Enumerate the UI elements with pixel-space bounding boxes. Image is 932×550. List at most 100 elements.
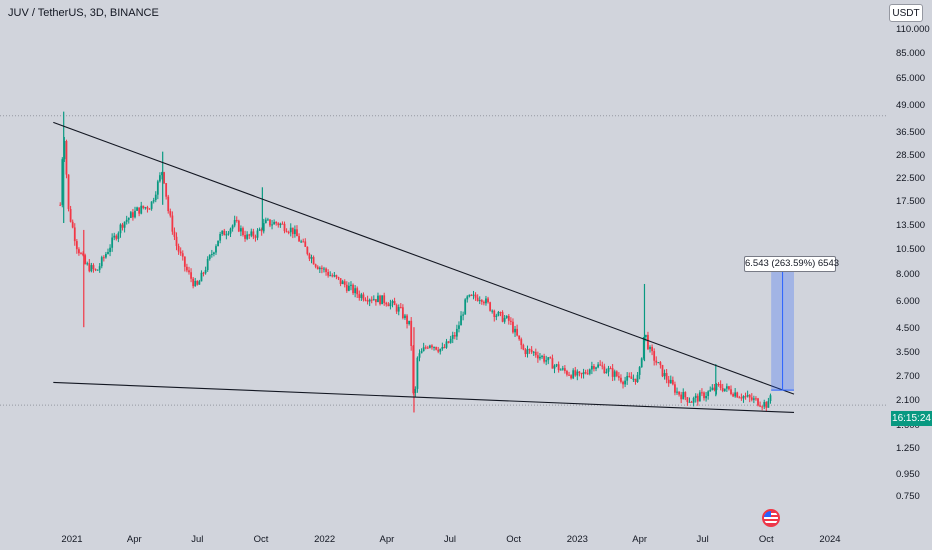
candle-body	[92, 265, 95, 270]
candle-body	[740, 397, 743, 399]
candle-body	[258, 229, 261, 231]
candle-body	[159, 175, 161, 182]
candle-body	[572, 370, 575, 379]
candle-body	[260, 229, 263, 232]
candle-body	[115, 235, 118, 239]
candle-body	[713, 387, 716, 391]
candle-body	[360, 294, 363, 298]
candle-body	[522, 345, 525, 350]
us-flag-icon[interactable]	[762, 509, 780, 527]
candle-body	[489, 302, 492, 311]
candle-body	[277, 223, 280, 226]
candle-body	[318, 267, 321, 270]
candle-body	[225, 234, 228, 236]
candle-body	[757, 398, 759, 406]
candle-body	[129, 212, 132, 218]
candle-body	[512, 321, 514, 333]
candle-body	[71, 221, 74, 228]
candle-body	[204, 270, 207, 274]
candle-body	[487, 298, 489, 303]
candle-body	[649, 346, 651, 350]
candle-body	[219, 233, 222, 241]
candle-body	[352, 284, 354, 294]
candle-body	[586, 373, 589, 375]
candle-body	[88, 263, 91, 272]
candle-body	[213, 252, 215, 255]
symbol-title[interactable]: JUV / TetherUS, 3D, BINANCE	[8, 7, 159, 19]
candle-body	[227, 233, 230, 235]
candle-body	[198, 281, 201, 285]
price-tick-label: 65.000	[896, 73, 926, 85]
candle-body	[638, 367, 641, 375]
trendline	[53, 121, 795, 395]
candle-body	[414, 388, 417, 394]
candle-body	[374, 299, 377, 303]
candle-body	[674, 384, 676, 393]
candle-body	[505, 315, 508, 318]
candle-body	[460, 315, 462, 326]
candle-body	[320, 267, 323, 269]
candle-body	[514, 328, 516, 333]
candle-body	[678, 391, 680, 395]
candle-body	[127, 217, 130, 220]
candle-body	[296, 229, 298, 237]
price-tick-label: 2.700	[896, 371, 920, 383]
candle-body	[561, 368, 564, 370]
candle-body	[237, 220, 240, 232]
currency-button[interactable]: USDT	[889, 4, 923, 22]
candle-body	[90, 265, 93, 272]
candle-body	[466, 296, 469, 300]
candle-body	[503, 317, 506, 322]
candle-body	[593, 365, 595, 369]
candle-body	[755, 398, 757, 400]
candle-body	[458, 325, 460, 329]
candle-body	[200, 272, 203, 282]
candle-body	[269, 219, 271, 226]
candle-body	[105, 253, 107, 258]
candle-body	[181, 253, 184, 257]
candle-body	[516, 328, 519, 336]
candle-body	[707, 391, 710, 396]
candle-body	[686, 397, 689, 402]
time-tick-label: Jul	[696, 534, 709, 545]
candle-body	[765, 402, 768, 408]
candle-body	[688, 401, 691, 403]
candle-body	[509, 320, 512, 322]
candle-body	[366, 300, 369, 302]
candle-body	[520, 339, 523, 346]
candle-body	[539, 356, 541, 359]
price-tick-label: 10.500	[896, 243, 926, 255]
candle-body	[314, 264, 317, 267]
time-tick-label: 2022	[314, 534, 336, 545]
candle-body	[576, 371, 579, 376]
time-tick-label: Oct	[758, 534, 774, 545]
candle-body	[451, 335, 454, 339]
candle-body	[316, 266, 319, 270]
candle-body	[653, 351, 656, 361]
candle-body	[347, 285, 350, 291]
candle-body	[67, 174, 70, 210]
candle-body	[248, 234, 251, 236]
candle-body	[428, 345, 431, 348]
candle-body	[121, 224, 124, 228]
candle-body	[603, 366, 606, 374]
candle-body	[356, 288, 359, 295]
candle-body	[524, 349, 527, 355]
candle-body	[615, 371, 618, 377]
price-tick-label: 49.000	[896, 99, 926, 111]
candle-body	[443, 347, 446, 349]
candle-body	[595, 367, 597, 369]
candle-body	[719, 384, 722, 388]
candle-body	[132, 212, 134, 218]
candle-body	[173, 231, 176, 237]
candle-body	[559, 369, 562, 371]
candle-body	[364, 299, 367, 301]
candle-body	[605, 371, 608, 374]
candle-body	[368, 299, 371, 302]
candle-body	[208, 254, 211, 260]
candle-body	[406, 315, 408, 324]
candle-body	[144, 207, 147, 209]
price-tick-label: 110.000	[896, 24, 930, 35]
candle-body	[665, 373, 668, 380]
